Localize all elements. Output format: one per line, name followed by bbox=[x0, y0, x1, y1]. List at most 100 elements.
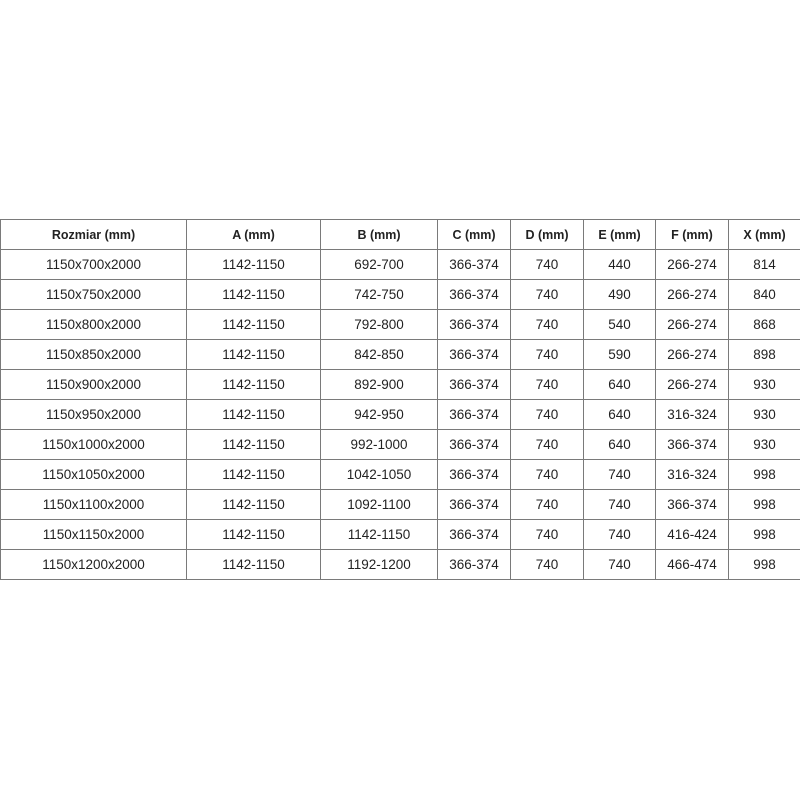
table-cell: 740 bbox=[583, 519, 656, 550]
table-cell: 316-324 bbox=[655, 399, 729, 430]
table-cell: 740 bbox=[583, 549, 656, 580]
table-row: 1150x1100x2000 1142-1150 1092-1100 366-374 7… bbox=[0, 489, 800, 520]
table-cell: 266-274 bbox=[655, 369, 729, 400]
table-cell: 640 bbox=[583, 429, 656, 460]
table-header-row: Rozmiar (mm) A (mm) B (mm) C (mm) D (mm) E (m… bbox=[0, 219, 800, 250]
column-header: D (mm) bbox=[510, 219, 584, 250]
table-cell: 814 bbox=[728, 249, 800, 280]
table-cell: 1142-1150 bbox=[186, 549, 321, 580]
table-cell: 1150x1000x2000 bbox=[0, 429, 187, 460]
table-cell: 992-1000 bbox=[320, 429, 438, 460]
table-cell: 740 bbox=[583, 489, 656, 520]
table-cell: 1092-1100 bbox=[320, 489, 438, 520]
table-cell: 366-374 bbox=[437, 279, 511, 310]
table-cell: 740 bbox=[583, 459, 656, 490]
table-cell: 366-374 bbox=[655, 429, 729, 460]
column-header: B (mm) bbox=[320, 219, 438, 250]
table-cell: 930 bbox=[728, 429, 800, 460]
table-cell: 640 bbox=[583, 399, 656, 430]
table-row: 1150x1150x2000 1142-1150 1142-1150 366-374 7… bbox=[0, 519, 800, 550]
table-cell: 366-374 bbox=[437, 429, 511, 460]
table-cell: 742-750 bbox=[320, 279, 438, 310]
table-cell: 366-374 bbox=[437, 549, 511, 580]
table-cell: 868 bbox=[728, 309, 800, 340]
table-cell: 540 bbox=[583, 309, 656, 340]
table-cell: 1142-1150 bbox=[186, 279, 321, 310]
table-cell: 998 bbox=[728, 549, 800, 580]
table-cell: 1142-1150 bbox=[186, 489, 321, 520]
table-row: 1150x900x2000 1142-1150 892-900 366-374 740 6… bbox=[0, 369, 800, 400]
table-cell: 740 bbox=[510, 519, 584, 550]
table-cell: 366-374 bbox=[437, 399, 511, 430]
table-cell: 998 bbox=[728, 489, 800, 520]
table-cell: 590 bbox=[583, 339, 656, 370]
table-cell: 640 bbox=[583, 369, 656, 400]
table-cell: 1150x950x2000 bbox=[0, 399, 187, 430]
table-cell: 366-374 bbox=[437, 489, 511, 520]
table-cell: 1192-1200 bbox=[320, 549, 438, 580]
table-cell: 366-374 bbox=[437, 339, 511, 370]
table-row: 1150x850x2000 1142-1150 842-850 366-374 740 5… bbox=[0, 339, 800, 370]
table-cell: 466-474 bbox=[655, 549, 729, 580]
column-header: A (mm) bbox=[186, 219, 321, 250]
table-cell: 490 bbox=[583, 279, 656, 310]
table-cell: 740 bbox=[510, 429, 584, 460]
table-row: 1150x1000x2000 1142-1150 992-1000 366-374 74… bbox=[0, 429, 800, 460]
table-cell: 740 bbox=[510, 249, 584, 280]
table-cell: 1142-1150 bbox=[186, 429, 321, 460]
table-cell: 1142-1150 bbox=[186, 339, 321, 370]
table-cell: 266-274 bbox=[655, 279, 729, 310]
column-header: X (mm) bbox=[728, 219, 800, 250]
table-cell: 366-374 bbox=[437, 249, 511, 280]
table-cell: 740 bbox=[510, 339, 584, 370]
table-cell: 998 bbox=[728, 459, 800, 490]
table-row: 1150x950x2000 1142-1150 942-950 366-374 740 6… bbox=[0, 399, 800, 430]
table-cell: 740 bbox=[510, 489, 584, 520]
table-cell: 1142-1150 bbox=[186, 519, 321, 550]
column-header: Rozmiar (mm) bbox=[0, 219, 187, 250]
table-cell: 1150x750x2000 bbox=[0, 279, 187, 310]
table-cell: 740 bbox=[510, 459, 584, 490]
table-cell: 266-274 bbox=[655, 249, 729, 280]
column-header: C (mm) bbox=[437, 219, 511, 250]
table-cell: 930 bbox=[728, 369, 800, 400]
table-row: 1150x800x2000 1142-1150 792-800 366-374 740 5… bbox=[0, 309, 800, 340]
table-cell: 366-374 bbox=[437, 519, 511, 550]
table-row: 1150x1050x2000 1142-1150 1042-1050 366-374 7… bbox=[0, 459, 800, 490]
table-cell: 1150x850x2000 bbox=[0, 339, 187, 370]
table-row: 1150x750x2000 1142-1150 742-750 366-374 740 4… bbox=[0, 279, 800, 310]
table-cell: 1150x1050x2000 bbox=[0, 459, 187, 490]
table-cell: 740 bbox=[510, 279, 584, 310]
table-cell: 1142-1150 bbox=[186, 309, 321, 340]
table-cell: 942-950 bbox=[320, 399, 438, 430]
table-cell: 316-324 bbox=[655, 459, 729, 490]
table-cell: 366-374 bbox=[437, 309, 511, 340]
table-cell: 1142-1150 bbox=[186, 249, 321, 280]
table-cell: 998 bbox=[728, 519, 800, 550]
table-cell: 892-900 bbox=[320, 369, 438, 400]
table-cell: 740 bbox=[510, 309, 584, 340]
table-cell: 1150x700x2000 bbox=[0, 249, 187, 280]
dimensions-table: Rozmiar (mm) A (mm) B (mm) C (mm) D (mm) E (m… bbox=[0, 219, 800, 580]
table-cell: 1142-1150 bbox=[186, 399, 321, 430]
table-cell: 842-850 bbox=[320, 339, 438, 370]
table-cell: 1142-1150 bbox=[320, 519, 438, 550]
table-cell: 740 bbox=[510, 369, 584, 400]
table-cell: 1042-1050 bbox=[320, 459, 438, 490]
table-cell: 416-424 bbox=[655, 519, 729, 550]
table-cell: 1150x900x2000 bbox=[0, 369, 187, 400]
table-row: 1150x1200x2000 1142-1150 1192-1200 366-374 7… bbox=[0, 549, 800, 580]
table-cell: 1150x1100x2000 bbox=[0, 489, 187, 520]
table-cell: 792-800 bbox=[320, 309, 438, 340]
table-row: 1150x700x2000 1142-1150 692-700 366-374 740 4… bbox=[0, 249, 800, 280]
table-cell: 1142-1150 bbox=[186, 459, 321, 490]
table-cell: 840 bbox=[728, 279, 800, 310]
table-cell: 692-700 bbox=[320, 249, 438, 280]
table-cell: 366-374 bbox=[655, 489, 729, 520]
table-cell: 740 bbox=[510, 549, 584, 580]
table-cell: 1150x1200x2000 bbox=[0, 549, 187, 580]
table-cell: 898 bbox=[728, 339, 800, 370]
table-cell: 740 bbox=[510, 399, 584, 430]
table-cell: 1150x800x2000 bbox=[0, 309, 187, 340]
column-header: E (mm) bbox=[583, 219, 656, 250]
